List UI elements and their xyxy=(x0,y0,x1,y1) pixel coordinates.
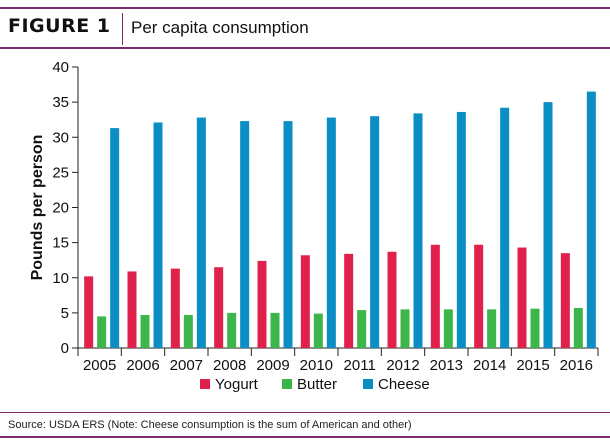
source-note: Source: USDA ERS (Note: Cheese consumpti… xyxy=(8,419,412,431)
bar-chart: 0 5 10 15 20 25 30 35 40 Pounds per person 2005 200… xyxy=(29,59,599,393)
bar-butter-2014 xyxy=(487,309,497,348)
top-rule xyxy=(0,7,610,9)
x-tick-label: 2014 xyxy=(473,357,506,374)
y-tick-label: 15 xyxy=(52,235,69,252)
bar-cheese-2015 xyxy=(543,102,553,348)
bar-yogurt-2010 xyxy=(300,255,310,348)
y-tick-label: 30 xyxy=(52,129,69,146)
bar-cheese-2016 xyxy=(586,91,596,349)
header-separator xyxy=(122,13,123,45)
y-tick-label: 5 xyxy=(61,305,69,322)
bar-yogurt-2011 xyxy=(344,253,354,348)
y-tick-label: 40 xyxy=(52,59,69,76)
bar-yogurt-2016 xyxy=(560,253,570,348)
x-tick-label: 2011 xyxy=(344,357,376,374)
bar-yogurt-2015 xyxy=(517,247,527,348)
bar-cheese-2007 xyxy=(196,117,206,348)
bar-yogurt-2013 xyxy=(430,244,440,348)
x-tick-label: 2006 xyxy=(126,357,159,374)
bar-cheese-2005 xyxy=(110,128,120,348)
bar-butter-2012 xyxy=(400,309,410,348)
bar-butter-2006 xyxy=(140,314,150,348)
bar-butter-2015 xyxy=(530,308,540,348)
legend-swatch-butter xyxy=(282,379,292,389)
legend-swatch-yogurt xyxy=(200,379,210,389)
bar-cheese-2011 xyxy=(370,116,380,348)
bar-butter-2010 xyxy=(313,313,323,348)
y-axis-title: Pounds per person xyxy=(29,135,46,281)
bar-yogurt-2009 xyxy=(257,260,267,348)
bar-yogurt-2006 xyxy=(127,271,137,348)
bar-cheese-2008 xyxy=(240,121,250,348)
bar-butter-2007 xyxy=(183,314,193,348)
bar-cheese-2012 xyxy=(413,113,423,348)
bar-butter-2005 xyxy=(97,316,107,348)
bar-butter-2009 xyxy=(270,312,280,348)
x-tick-label: 2007 xyxy=(170,357,203,374)
bar-yogurt-2007 xyxy=(170,268,180,348)
bottom-rule xyxy=(0,436,610,438)
header-rule xyxy=(0,47,610,49)
bar-cheese-2009 xyxy=(283,121,293,348)
figure-label: FIGURE 1 xyxy=(8,15,111,37)
y-tick-label: 10 xyxy=(52,270,69,287)
bar-cheese-2014 xyxy=(500,107,510,348)
bar-butter-2016 xyxy=(573,307,583,348)
bar-yogurt-2005 xyxy=(84,276,94,348)
bar-yogurt-2008 xyxy=(214,267,224,348)
x-tick-label: 2012 xyxy=(386,357,419,374)
legend-label-cheese: Cheese xyxy=(378,376,430,393)
y-tick-label: 35 xyxy=(52,94,69,111)
bar-yogurt-2014 xyxy=(474,244,484,348)
bar-cheese-2010 xyxy=(326,117,336,348)
x-tick-label: 2009 xyxy=(256,357,289,374)
y-tick-label: 25 xyxy=(52,164,69,181)
y-tick-label: 0 xyxy=(61,340,69,357)
bar-butter-2013 xyxy=(443,309,453,348)
bar-cheese-2013 xyxy=(456,111,466,349)
bar-butter-2008 xyxy=(227,312,237,348)
bar-yogurt-2012 xyxy=(387,251,397,348)
bar-cheese-2006 xyxy=(153,122,163,348)
legend-label-butter: Butter xyxy=(297,376,337,393)
footer-rule xyxy=(0,412,610,413)
x-tick-label: 2015 xyxy=(516,357,549,374)
legend-label-yogurt: Yogurt xyxy=(215,376,259,393)
x-tick-label: 2008 xyxy=(213,357,246,374)
legend-swatch-cheese xyxy=(363,379,373,389)
figure-header: FIGURE 1 Per capita consumption xyxy=(0,9,610,47)
bar-butter-2011 xyxy=(357,310,367,348)
x-tick-label: 2013 xyxy=(430,357,463,374)
x-tick-label: 2005 xyxy=(83,357,116,374)
figure-title: Per capita consumption xyxy=(131,18,309,37)
x-tick-label: 2016 xyxy=(560,357,593,374)
x-tick-label: 2010 xyxy=(300,357,333,374)
y-tick-label: 20 xyxy=(52,200,69,217)
